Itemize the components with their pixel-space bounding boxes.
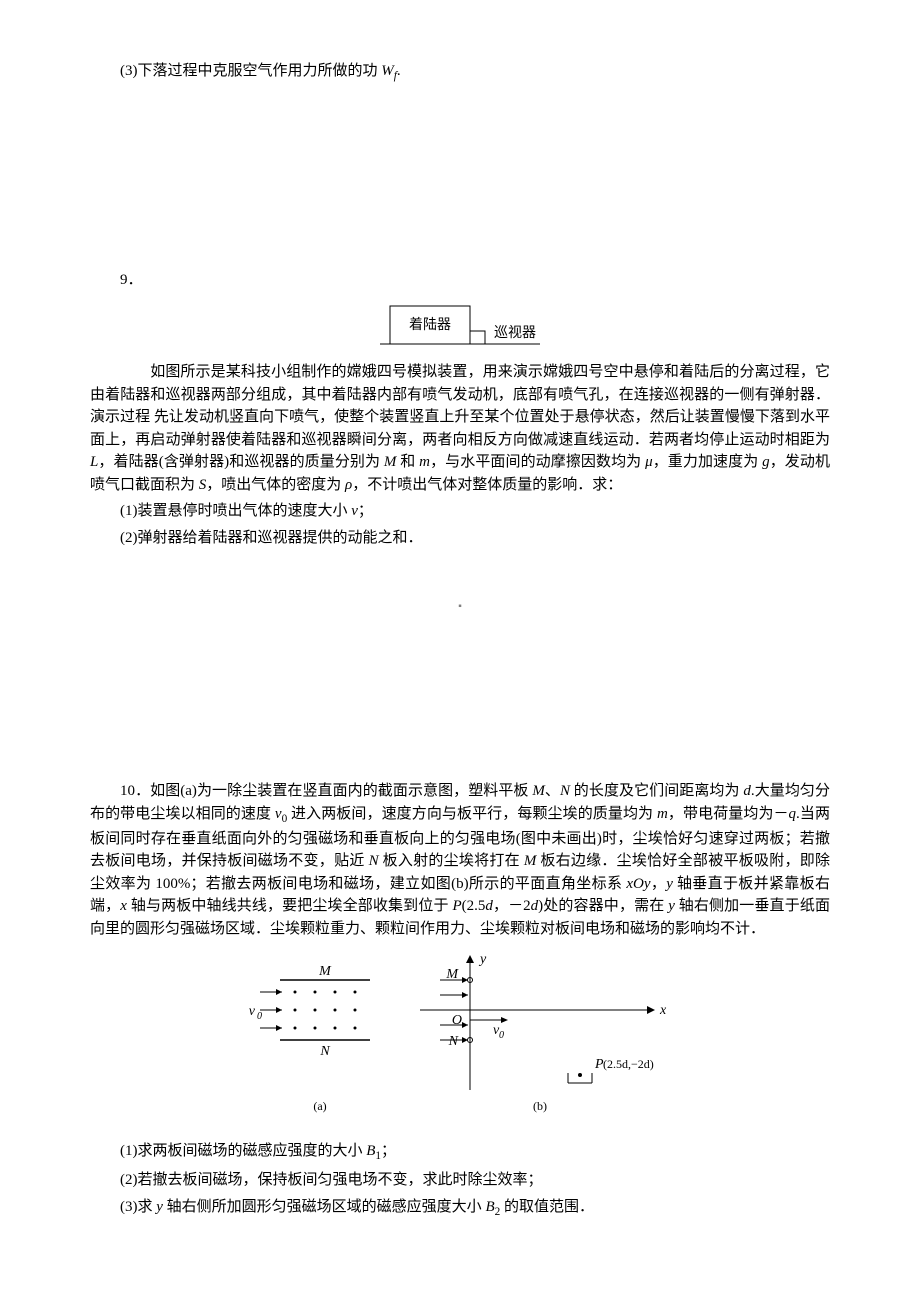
p9-and: 和: [396, 454, 419, 470]
p9-body-1: 如图所示是某科技小组制作的嫦娥四号模拟装置，用来演示嫦娥四号空中悬停和着陆后的分…: [90, 364, 830, 448]
p10-diagram: M N v 0 (a) y: [240, 950, 680, 1130]
p10-q: q: [789, 806, 797, 822]
p10-d2: d: [485, 898, 493, 914]
p8-q3: (3)下落过程中克服空气作用力所做的功 Wf.: [90, 60, 830, 85]
p10-y: y: [666, 876, 673, 892]
p10-q3-y: y: [156, 1199, 163, 1215]
p9-body: 如图所示是某科技小组制作的嫦娥四号模拟装置，用来演示嫦娥四号空中悬停和着陆后的分…: [90, 361, 830, 496]
fig-b-N: N: [448, 1034, 459, 1049]
p10-P: P: [452, 898, 461, 914]
p9-lander-label: 着陆器: [409, 317, 451, 333]
p10-y2: y: [668, 898, 675, 914]
gap-2b: [90, 620, 830, 780]
fig-b-label: (b): [533, 1099, 547, 1113]
p10-q3-tail2: 的取值范围．: [500, 1199, 594, 1215]
p10-b2: 的长度及它们间距离均为: [570, 783, 743, 799]
gap-1: [90, 89, 830, 269]
p8-q3-tail: .: [397, 63, 401, 79]
p9-figure: 着陆器 巡视器: [90, 301, 830, 351]
p10-b7: 板入射的尘埃将打在: [379, 853, 524, 869]
p10-pc2: ，－2: [493, 898, 531, 914]
fig-a-M: M: [318, 964, 332, 979]
p9-body-2: ，着陆器(含弹射器)和巡视器的质量分别为: [98, 454, 384, 470]
p9-body-6: ，喷出气体的密度为: [206, 477, 345, 493]
p10-b1: 10．如图(a)为一除尘装置在竖直面内的截面示意图，塑料平板: [120, 783, 532, 799]
p10-s1: 、: [545, 783, 560, 799]
p9-q1: (1)装置悬停时喷出气体的速度大小 v；: [90, 500, 830, 523]
p9-q1-text: (1)装置悬停时喷出气体的速度大小: [120, 503, 351, 519]
p9-mu: μ: [645, 454, 653, 470]
p9-q1-tail: ；: [358, 503, 373, 519]
p10-m: m: [657, 806, 668, 822]
p10-M2: M: [524, 853, 537, 869]
p10-b5: ，带电荷量均为－: [668, 806, 789, 822]
fig-b-y: y: [478, 952, 487, 967]
p9-body-7: ，不计喷出气体对整体质量的影响．求：: [352, 477, 622, 493]
p9-m: m: [419, 454, 430, 470]
p10-x: x: [120, 898, 127, 914]
center-mark: ▪: [90, 599, 830, 614]
p10-q2: (2)若撤去板间磁场，保持板间匀强电场不变，求此时除尘效率；: [90, 1169, 830, 1192]
fig-b-Pcoord: (2.5d,−2d): [603, 1057, 654, 1071]
fig-a-N: N: [319, 1044, 330, 1059]
p8-q3-var: W: [381, 63, 394, 79]
p10-d: d: [743, 783, 751, 799]
p10-b9: ，: [651, 876, 667, 892]
p9-g: g: [762, 454, 770, 470]
p10-body: 10．如图(a)为一除尘装置在竖直面内的截面示意图，塑料平板 M、N 的长度及它…: [90, 780, 830, 940]
p10-fig-b: y x O M N v 0: [420, 952, 667, 1113]
p9-rover-label: 巡视器: [494, 325, 536, 341]
p10-b4: 进入两板间，速度方向与板平行，每颗尘埃的质量均为: [287, 806, 657, 822]
p10-N2: N: [369, 853, 379, 869]
p9-q1-v: v: [351, 503, 358, 519]
fig-a-v0sub: 0: [257, 1011, 262, 1022]
p10-figure: M N v 0 (a) y: [90, 950, 830, 1130]
p10-fig-a: M N v 0 (a): [249, 964, 370, 1113]
fig-b-v0sub: 0: [499, 1030, 504, 1041]
p9-M: M: [384, 454, 397, 470]
p10-pc1: (2.5: [462, 898, 486, 914]
gap-2a: [90, 553, 830, 593]
p10-N: N: [560, 783, 570, 799]
p9-q2: (2)弹射器给着陆器和巡视器提供的动能之和．: [90, 527, 830, 550]
p10-q1-text: (1)求两板间磁场的磁感应强度的大小: [120, 1143, 366, 1159]
p10-M: M: [532, 783, 545, 799]
p10-q3-tail: 轴右侧所加圆形匀强磁场区域的磁感应强度大小: [163, 1199, 486, 1215]
p10-q3: (3)求 y 轴右侧所加圆形匀强磁场区域的磁感应强度大小 B2 的取值范围．: [90, 1196, 830, 1221]
p9-diagram: 着陆器 巡视器: [360, 301, 560, 351]
fig-a-label: (a): [313, 1099, 326, 1113]
p10-q1: (1)求两板间磁场的磁感应强度的大小 B1；: [90, 1140, 830, 1165]
p9-num: 9．: [90, 269, 830, 292]
p8-q3-text: (3)下落过程中克服空气作用力所做的功: [120, 63, 381, 79]
fig-b-O: O: [452, 1013, 462, 1028]
p10-pc3: )处的容器中，需在: [538, 898, 668, 914]
fig-a-v0: v: [249, 1004, 256, 1019]
p9-body-4: ，重力加速度为: [653, 454, 763, 470]
p10-b11: 轴与两板中轴线共线，要把尘埃全部收集到位于: [127, 898, 453, 914]
p10-v0: v: [275, 806, 282, 822]
p10-q3-v: B: [485, 1199, 494, 1215]
p9-body-3: ，与水平面间的动摩擦因数均为: [430, 454, 645, 470]
p10-xOy: xOy: [626, 876, 650, 892]
p10-q3-text: (3)求: [120, 1199, 156, 1215]
page: (3)下落过程中克服空气作用力所做的功 Wf. 9． 着陆器 巡视器 如图所示是…: [0, 0, 920, 1285]
fig-b-x: x: [659, 1003, 667, 1018]
p10-q1-tail: ；: [381, 1143, 396, 1159]
